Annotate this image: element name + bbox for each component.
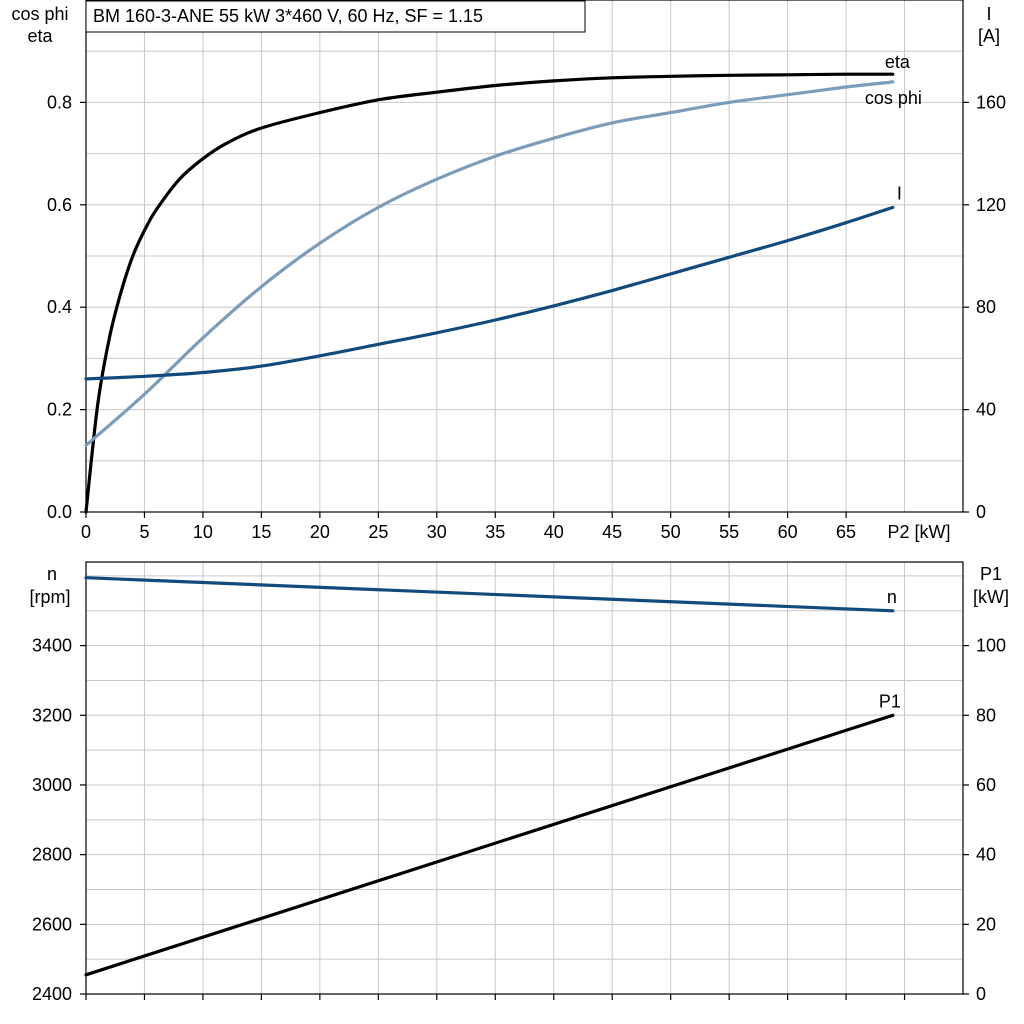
x-tick-label: 0 xyxy=(81,522,91,542)
y-right-tick-label: 100 xyxy=(976,636,1006,656)
p1-series-label: P1 xyxy=(879,691,901,711)
x-tick-label: 10 xyxy=(193,522,213,542)
top-right-axis-label-2: [A] xyxy=(978,26,1000,46)
bottom-left-axis-label-2: [rpm] xyxy=(29,587,70,607)
y-left-tick-label: 0.6 xyxy=(47,195,72,215)
y-right-tick-label: 160 xyxy=(976,92,1006,112)
bottom-right-axis-label-2: [kW] xyxy=(973,587,1009,607)
p1-curve xyxy=(84,713,895,977)
y-right-tick-label: 0 xyxy=(976,984,986,1004)
n-series-label: n xyxy=(887,587,897,607)
x-tick-label: 25 xyxy=(368,522,388,542)
y-left-tick-label: 0.2 xyxy=(47,400,72,420)
y-left-tick-label: 0.4 xyxy=(47,297,72,317)
i-curve xyxy=(84,205,895,381)
cos-phi-curve xyxy=(84,80,895,447)
x-axis-label: P2 [kW] xyxy=(887,522,950,542)
x-tick-label: 60 xyxy=(778,522,798,542)
y-left-tick-label: 3200 xyxy=(32,705,72,725)
x-tick-label: 5 xyxy=(139,522,149,542)
chart-title: BM 160-3-ANE 55 kW 3*460 V, 60 Hz, SF = … xyxy=(93,6,483,26)
y-right-tick-label: 40 xyxy=(976,845,996,865)
y-left-tick-label: 2800 xyxy=(32,845,72,865)
i-series-label: I xyxy=(897,183,902,203)
curves xyxy=(84,72,895,977)
bottom-right-axis-label-1: P1 xyxy=(980,564,1002,584)
y-right-tick-label: 60 xyxy=(976,775,996,795)
y-left-tick-label: 2600 xyxy=(32,914,72,934)
y-right-tick-label: 120 xyxy=(976,195,1006,215)
top-plot-ticks: 0 5 10 15 20 25 30 35 40 45 50 55 60 65 0.0 0.2 0.4 0.6 0.… xyxy=(47,92,1006,542)
x-tick-label: 30 xyxy=(427,522,447,542)
y-right-tick-label: 80 xyxy=(976,705,996,725)
bottom-left-axis-label-1: n xyxy=(47,564,57,584)
x-tick-label: 65 xyxy=(836,522,856,542)
x-tick-label: 40 xyxy=(544,522,564,542)
title-box xyxy=(85,0,586,33)
top-plot-grid xyxy=(86,0,963,512)
top-plot-frame xyxy=(85,0,964,513)
y-left-tick-label: 2400 xyxy=(32,984,72,1004)
top-left-axis-label-2: eta xyxy=(27,26,53,46)
x-tick-label: 55 xyxy=(719,522,739,542)
y-left-tick-label: 3400 xyxy=(32,636,72,656)
x-tick-label: 15 xyxy=(251,522,271,542)
y-right-tick-label: 80 xyxy=(976,297,996,317)
y-right-tick-label: 40 xyxy=(976,400,996,420)
x-tick-label: 45 xyxy=(602,522,622,542)
x-tick-label: 35 xyxy=(485,522,505,542)
cos-phi-series-label: cos phi xyxy=(865,88,922,108)
y-right-tick-label: 0 xyxy=(976,502,986,522)
y-right-tick-label: 20 xyxy=(976,914,996,934)
eta-series-label: eta xyxy=(885,52,911,72)
top-left-axis-label-1: cos phi xyxy=(11,4,68,24)
bottom-plot-grid xyxy=(86,562,963,994)
x-tick-label: 50 xyxy=(661,522,681,542)
bottom-plot-ticks: 2400 2600 2800 3000 3200 3400 0 20 40 60 80 100 xyxy=(32,636,1006,1004)
y-left-tick-label: 0.8 xyxy=(47,92,72,112)
y-left-tick-label: 0.0 xyxy=(47,502,72,522)
series-labels: eta cos phi In P1 xyxy=(865,52,922,711)
eta-curve xyxy=(84,72,895,514)
bottom-plot-frame xyxy=(85,561,964,995)
top-right-axis-label-1: I xyxy=(986,4,991,24)
y-left-tick-label: 3000 xyxy=(32,775,72,795)
x-tick-label: 20 xyxy=(310,522,330,542)
n-curve xyxy=(84,576,895,613)
